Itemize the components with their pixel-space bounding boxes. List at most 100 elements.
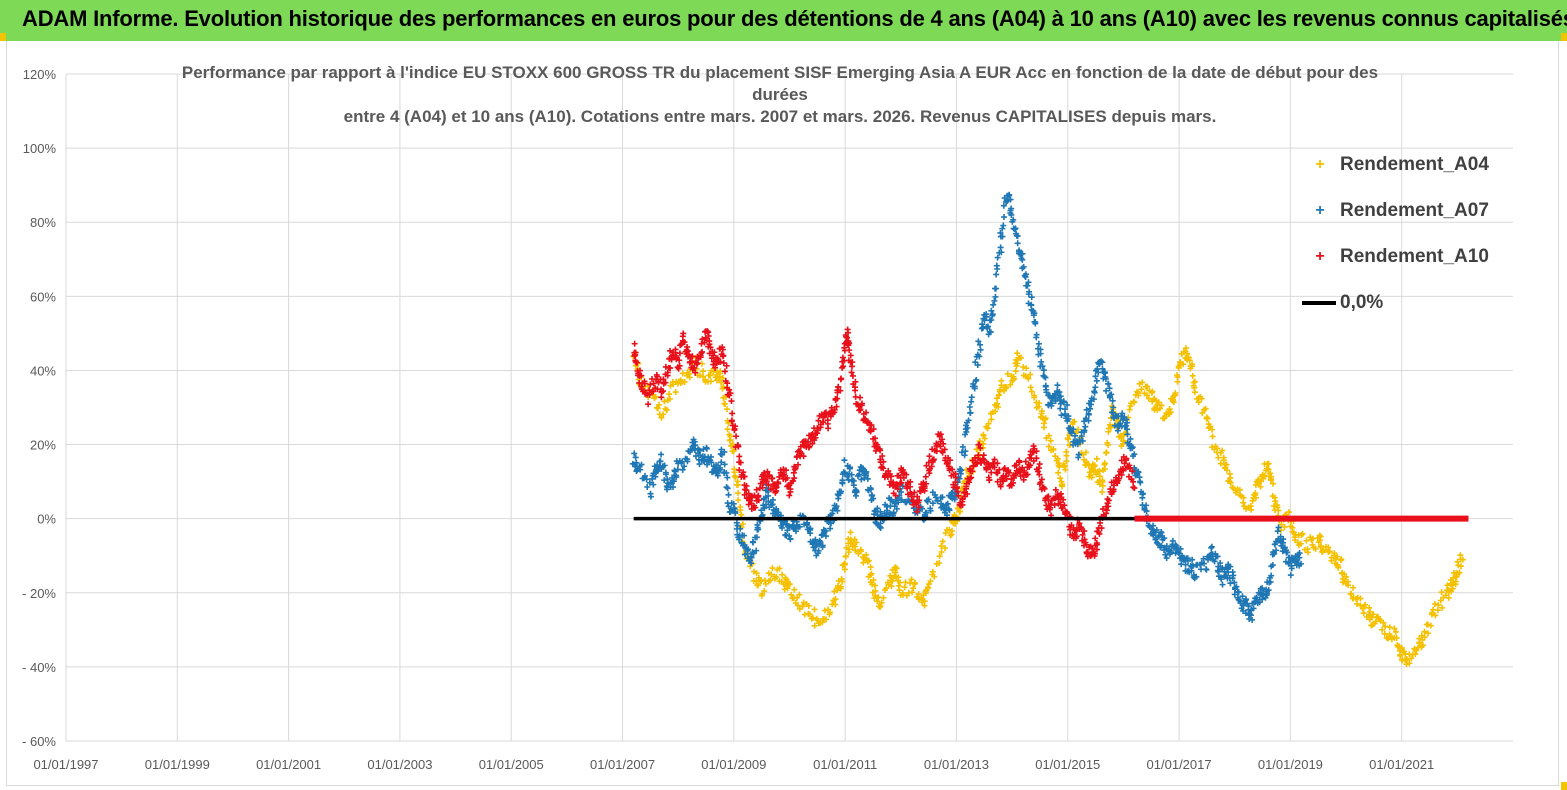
data-point [987,329,994,336]
data-point [886,481,893,488]
data-point [1143,392,1150,399]
data-point [732,508,739,515]
data-point [1102,375,1109,382]
data-point [1275,507,1282,514]
data-point [741,491,748,498]
data-point [1056,463,1063,470]
data-point [845,340,852,347]
data-point [1106,385,1113,392]
data-point [1081,427,1088,434]
data-point [1078,524,1085,531]
data-point [713,369,720,376]
data-point [779,571,786,578]
data-point [1064,435,1071,442]
data-point [848,537,855,544]
data-point [1158,529,1165,536]
data-point [949,466,956,473]
data-point [1163,555,1170,562]
data-point [952,479,959,486]
data-point [898,497,905,504]
data-point [1438,589,1445,596]
data-point [819,542,826,549]
data-point [857,406,864,413]
data-point [1012,368,1019,375]
data-point [927,578,934,585]
data-point [696,461,703,468]
data-point [1021,467,1028,474]
data-point [1286,509,1293,516]
data-point [1035,465,1042,472]
data-point [872,587,879,594]
data-point [1335,564,1342,571]
data-point [956,508,963,515]
data-point [717,466,724,473]
data-point [1041,424,1047,431]
data-point [1239,593,1246,600]
data-point [737,507,744,514]
data-point [1242,597,1249,604]
data-point [1033,455,1040,462]
data-point [1038,408,1045,415]
data-point [1172,391,1179,398]
data-point [1060,496,1067,503]
data-point [1230,572,1237,579]
frame-corner [1561,782,1567,790]
data-point [964,425,971,432]
data-point [800,453,807,460]
data-point [644,484,651,491]
data-point [1350,584,1357,591]
data-point [650,380,657,387]
data-point [822,527,829,534]
data-point [1041,485,1048,492]
data-point [995,404,1002,411]
data-point [1099,489,1106,496]
data-point [939,449,946,456]
data-point [857,394,864,401]
data-point [815,547,822,554]
data-point [1024,282,1031,289]
data-point [775,509,782,516]
data-point [888,583,895,590]
data-point [1060,399,1067,406]
data-point [718,379,725,386]
data-point [988,416,995,423]
data-point [1143,502,1150,509]
data-point [1245,603,1252,610]
data-point [708,453,715,460]
data-point [839,354,846,361]
data-point [845,329,852,336]
data-point [1140,490,1147,497]
chart-legend: + Rendement_A04 + Rendement_A07 + Rendem… [1300,142,1520,326]
data-point [785,581,792,588]
x-tick-label: 01/01/2021 [1369,757,1434,772]
data-point [929,500,936,507]
data-point [1047,437,1054,444]
data-point [672,346,679,353]
data-point [1092,384,1099,391]
data-point [1391,625,1398,632]
data-point [1124,426,1131,433]
x-tick-label: 01/01/2019 [1258,757,1323,772]
data-point [707,378,714,385]
data-point [792,465,799,472]
data-point [986,477,993,484]
data-point [1189,361,1196,368]
data-point [776,473,783,480]
data-point [908,493,915,500]
data-point [827,525,834,532]
data-point [1434,607,1441,614]
data-point [811,606,818,613]
data-point [1360,610,1367,617]
data-point [877,447,884,454]
data-point [632,351,639,358]
data-point [995,392,1002,399]
data-point [1161,535,1168,542]
data-point [965,417,972,424]
data-point [631,340,638,347]
data-point [923,509,930,516]
x-tick-label: 01/01/2007 [590,757,655,772]
series-rendement-a07 [629,191,1305,623]
data-point [874,505,881,512]
data-point [1022,458,1029,465]
data-point [658,414,665,421]
